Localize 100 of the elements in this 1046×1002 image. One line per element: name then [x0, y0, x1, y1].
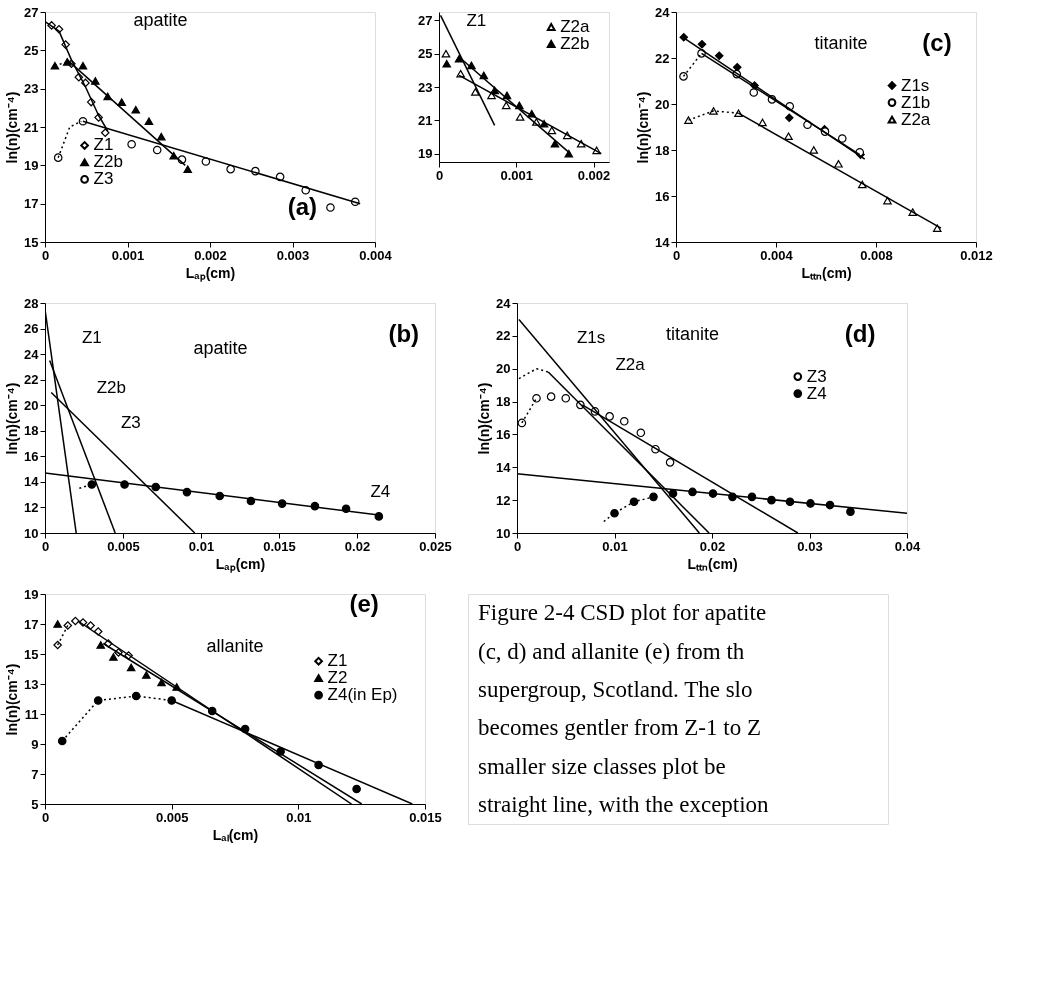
annotation: Z4 [370, 481, 391, 501]
y-tick-label: 21 [418, 112, 433, 128]
x-tick-label: 0.004 [359, 247, 393, 263]
y-tick-label: 15 [24, 646, 39, 662]
x-tick-label: 0.025 [419, 538, 452, 554]
x-tick-label: 0.015 [263, 538, 296, 554]
x-tick-label: 0.002 [577, 167, 611, 183]
y-tick-label: 19 [418, 146, 433, 162]
x-axis-title: Lₐₚ(cm) [185, 264, 236, 282]
annotation: (c) [922, 29, 952, 57]
x-tick-label: 0 [41, 809, 50, 825]
y-tick-label: 12 [24, 499, 39, 515]
legend-label: Z1b [901, 92, 931, 112]
y-tick-label: 25 [418, 46, 433, 62]
annotation: (b) [388, 320, 420, 348]
x-tick-label: 0.02 [344, 538, 371, 554]
text: becomes gentler from Z-1 to Z [478, 715, 761, 741]
x-tick-label: 0.04 [894, 538, 921, 554]
y-tick-label: 22 [24, 372, 39, 388]
y-tick-label: 26 [24, 321, 39, 337]
x-tick-label: 0 [435, 167, 444, 183]
y-tick-label: 20 [24, 397, 39, 413]
y-tick-label: 17 [24, 616, 39, 632]
annotation: apatite [133, 10, 188, 31]
y-tick-label: 22 [655, 50, 670, 66]
legend-label: Z3 [806, 366, 827, 386]
x-tick-label: 0.001 [500, 167, 534, 183]
x-tick-label: 0.03 [797, 538, 823, 554]
x-tick-label: 0.01 [188, 538, 215, 554]
y-tick-label: 23 [24, 81, 39, 97]
annotation: titanite [665, 324, 720, 345]
x-tick-label: 0.002 [194, 247, 227, 263]
x-tick-label: 0 [672, 247, 681, 263]
annotation: Z2b [96, 378, 126, 398]
y-tick-label: 20 [496, 361, 511, 377]
x-tick-label: 0 [513, 538, 522, 554]
legend-label: Z2 [327, 668, 348, 688]
x-tick-label: 0.008 [860, 247, 893, 263]
annotation: (d) [844, 320, 876, 348]
annotation: Z2a [615, 355, 646, 375]
x-tick-label: 0.01 [602, 538, 628, 554]
y-tick-label: 24 [496, 295, 512, 311]
x-axis-title: Lₜₜₙ(cm) [687, 555, 738, 572]
text: (c, d) and allanite (e) from th [478, 638, 745, 664]
x-tick-label: 0.001 [111, 247, 145, 263]
y-tick-label: 14 [24, 474, 40, 490]
y-tick-label: 10 [496, 525, 511, 541]
y-tick-label: 18 [496, 394, 511, 410]
text: supergroup, Scotland. The slo [478, 676, 753, 702]
y-tick-label: 19 [24, 586, 39, 602]
x-tick-label: 0 [41, 247, 50, 263]
x-tick-label: 0 [41, 538, 50, 554]
x-tick-label: 0.004 [760, 247, 794, 263]
x-axis-title: Lₜₜₙ(cm) [801, 264, 852, 281]
legend-label: Z4 [806, 383, 827, 403]
y-tick-label: 14 [655, 234, 671, 250]
legend-label: Z2a [560, 17, 591, 36]
y-tick-label: 12 [496, 492, 511, 508]
caption: Figure 2-4 CSD plot for apatite [478, 600, 767, 626]
legend-label: Z2a [901, 109, 931, 129]
y-axis-title: ln(n)(cm⁻⁴) [4, 663, 21, 736]
legend-label: Z4(in Ep) [327, 685, 398, 705]
annotation: (e) [349, 589, 379, 617]
annotation: Z1s [576, 327, 606, 347]
legend-label: Z1 [93, 135, 114, 155]
y-tick-label: 7 [31, 766, 39, 782]
annotation: allanite [206, 635, 264, 656]
y-tick-label: 22 [496, 328, 511, 344]
y-tick-label: 25 [24, 42, 39, 58]
annotation: (a) [287, 192, 318, 220]
x-tick-label: 0.01 [286, 809, 312, 825]
annotation: Z1 [466, 11, 487, 30]
y-tick-label: 21 [24, 119, 39, 135]
y-tick-label: 16 [496, 426, 511, 442]
y-tick-label: 14 [496, 459, 512, 475]
x-tick-label: 0.012 [960, 247, 993, 263]
y-axis-title: ln(n)(cm⁻⁴) [476, 382, 493, 455]
x-tick-label: 0.003 [276, 247, 310, 263]
legend-label: Z3 [93, 169, 114, 189]
legend-label: Z2b [560, 34, 590, 53]
y-tick-label: 10 [24, 525, 39, 541]
x-tick-label: 0.015 [409, 809, 442, 825]
annotation: titanite [814, 33, 868, 54]
y-tick-label: 23 [418, 79, 433, 95]
annotation: Z3 [120, 412, 141, 432]
y-tick-label: 28 [24, 295, 39, 311]
text: smaller size classes plot be [478, 753, 726, 779]
y-tick-label: 16 [24, 448, 39, 464]
y-tick-label: 9 [31, 736, 39, 752]
y-tick-label: 24 [655, 4, 671, 20]
legend-label: Z2b [93, 152, 123, 172]
y-axis-title: ln(n)(cm⁻⁴) [4, 382, 21, 455]
y-tick-label: 15 [24, 234, 39, 250]
y-tick-label: 27 [418, 12, 433, 28]
annotation: apatite [193, 338, 248, 358]
y-tick-label: 17 [24, 196, 39, 212]
y-tick-label: 19 [24, 157, 39, 173]
x-tick-label: 0.005 [107, 538, 140, 554]
x-tick-label: 0.005 [155, 809, 189, 825]
y-tick-label: 24 [24, 346, 40, 362]
